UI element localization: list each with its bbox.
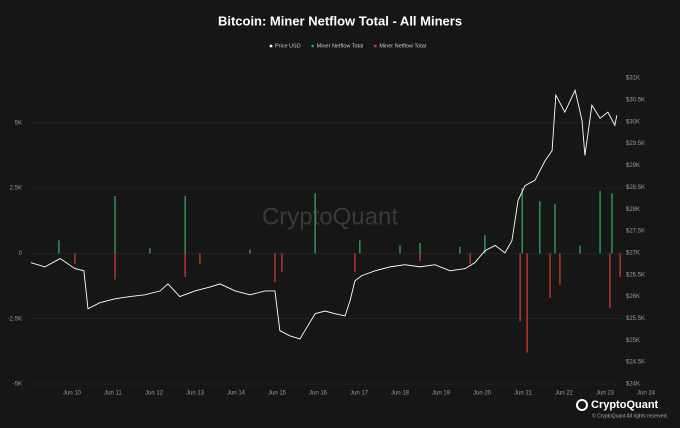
netflow-bar [199,253,201,264]
y2-tick-label: $25K [626,338,640,344]
netflow-bar [526,253,528,353]
netflow-bar [184,195,186,254]
y2-tick-label: $25.5K [626,316,645,322]
x-tick-label: Jun 23 [596,391,615,397]
netflow-bar [419,253,421,262]
y2-tick-label: $30K [626,119,640,125]
chart-title: Bitcoin: Miner Netflow Total - All Miner… [218,13,462,28]
y-tick-label: 5K [15,120,22,126]
netflow-bar [459,246,461,254]
netflow-bar [149,248,151,254]
netflow-bar [274,253,276,283]
price-line [30,88,618,340]
netflow-bar [359,240,361,254]
netflow-bar [354,253,356,272]
netflow-bar [549,253,551,298]
netflow-bar [419,242,421,254]
netflow-bar [619,253,621,277]
brand-logo: CryptoQuant © CryptoQuant All rights res… [576,399,668,419]
netflow-bar [114,195,116,254]
netflow-bar [314,193,316,254]
legend-swatch [311,44,315,48]
netflow-bar [281,253,283,272]
y-tick-label: -2.5K [8,316,22,322]
netflow-bar [58,240,60,254]
netflow-bar [599,190,601,254]
x-tick-label: Jun 19 [432,391,451,397]
legend-label: Price USD [275,43,301,49]
y2-tick-label: $30.5K [626,97,645,103]
netflow-bar [469,253,471,264]
legend-swatch [373,44,377,48]
x-tick-label: Jun 11 [104,391,122,397]
netflow-bar [249,249,251,254]
logo-icon [576,399,588,411]
x-tick-label: Jun 10 [63,391,82,397]
x-tick-label: Jun 15 [268,391,287,397]
x-tick-label: Jun 16 [309,391,328,397]
x-tick-label: Jun 22 [555,391,574,397]
x-tick-label: Jun 17 [350,391,369,397]
netflow-bar [554,203,556,254]
y2-tick-label: $27K [626,250,640,256]
netflow-bar [559,253,561,285]
y2-tick-label: $29K [626,163,640,169]
x-tick-label: Jun 21 [514,391,533,397]
y2-tick-label: $27.5K [626,229,645,235]
y2-tick-label: $26.5K [626,272,645,278]
x-tick-label: Jun 18 [391,391,410,397]
netflow-bar [539,201,541,254]
netflow-bar [579,245,581,254]
y2-tick-label: $28K [626,207,640,213]
y-tick-label: 0 [19,251,23,257]
netflow-bar [484,235,486,254]
netflow-bar [184,253,186,277]
netflow-bar [399,245,401,254]
netflow-bar [519,253,521,322]
copyright: © CryptoQuant All rights reserved. [592,412,668,419]
brand-name: CryptoQuant [591,399,659,411]
y2-tick-label: $31K [626,76,640,82]
y2-tick-label: $29.5K [626,141,645,147]
legend-swatch [269,44,273,48]
y2-tick-label: $24K [626,382,640,388]
y2-tick-label: $24.5K [626,360,645,366]
x-tick-label: Jun 13 [186,391,205,397]
x-tick-label: Jun 12 [145,391,164,397]
legend-label: Miner Netflow Total [317,43,364,49]
y-tick-label: -5K [13,382,22,388]
y2-tick-label: $28.5K [626,185,645,191]
legend: Price USD Miner Netflow Total Miner Netflo… [269,43,426,49]
netflow-bar [609,253,611,309]
y-tick-label: 2.5K [10,186,22,192]
x-tick-label: Jun 14 [227,391,246,397]
netflow-bar [611,193,613,254]
watermark: CryptoQuant [262,203,398,230]
netflow-bar [521,188,523,254]
x-tick-label: Jun 24 [637,391,656,397]
netflow-bar [114,253,116,280]
legend-label: Miner Netflow Total [379,43,426,49]
y2-tick-label: $26K [626,294,640,300]
netflow-bar [74,253,76,264]
x-tick-label: Jun 20 [473,391,492,397]
